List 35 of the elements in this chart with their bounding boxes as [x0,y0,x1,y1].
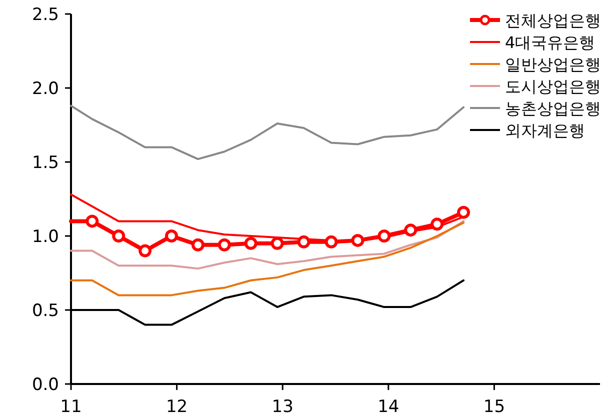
point [297,235,310,248]
line-series [70,222,465,296]
point [112,230,126,242]
legend-label: 농촌상업은행 [505,99,601,118]
x-tick-label: 14 [378,397,400,414]
point [138,244,152,258]
y-tick-label: 0.0 [32,375,59,395]
point [457,206,470,219]
point [244,236,258,250]
legend-label: 외자계은행 [505,121,585,140]
point [191,238,204,252]
x-tick-label: 15 [483,397,506,414]
point [378,230,391,242]
y-tick-label: 0.5 [32,301,59,321]
point [324,235,338,248]
legend-label: 전체상업은행 [505,11,601,30]
line-series [70,104,465,160]
x-tick-label: 11 [60,397,82,414]
line-series [70,220,465,270]
y-tick-label: 1.0 [32,227,59,247]
y-tick-label: 2.5 [32,5,59,25]
point [351,234,364,247]
point [430,218,444,231]
y-tick-label: 1.5 [32,153,59,173]
point [270,236,284,250]
point [86,214,99,228]
point [165,230,178,242]
legend-label: 일반상업은행 [505,55,601,74]
point [404,224,418,237]
x-tick-label: 13 [272,397,294,414]
point [218,238,231,252]
legend-label: 4대국유은행 [505,33,596,52]
legend-label: 도시상업은행 [505,77,601,96]
x-tick-label: 12 [166,397,188,414]
y-tick-label: 2.0 [32,79,59,99]
